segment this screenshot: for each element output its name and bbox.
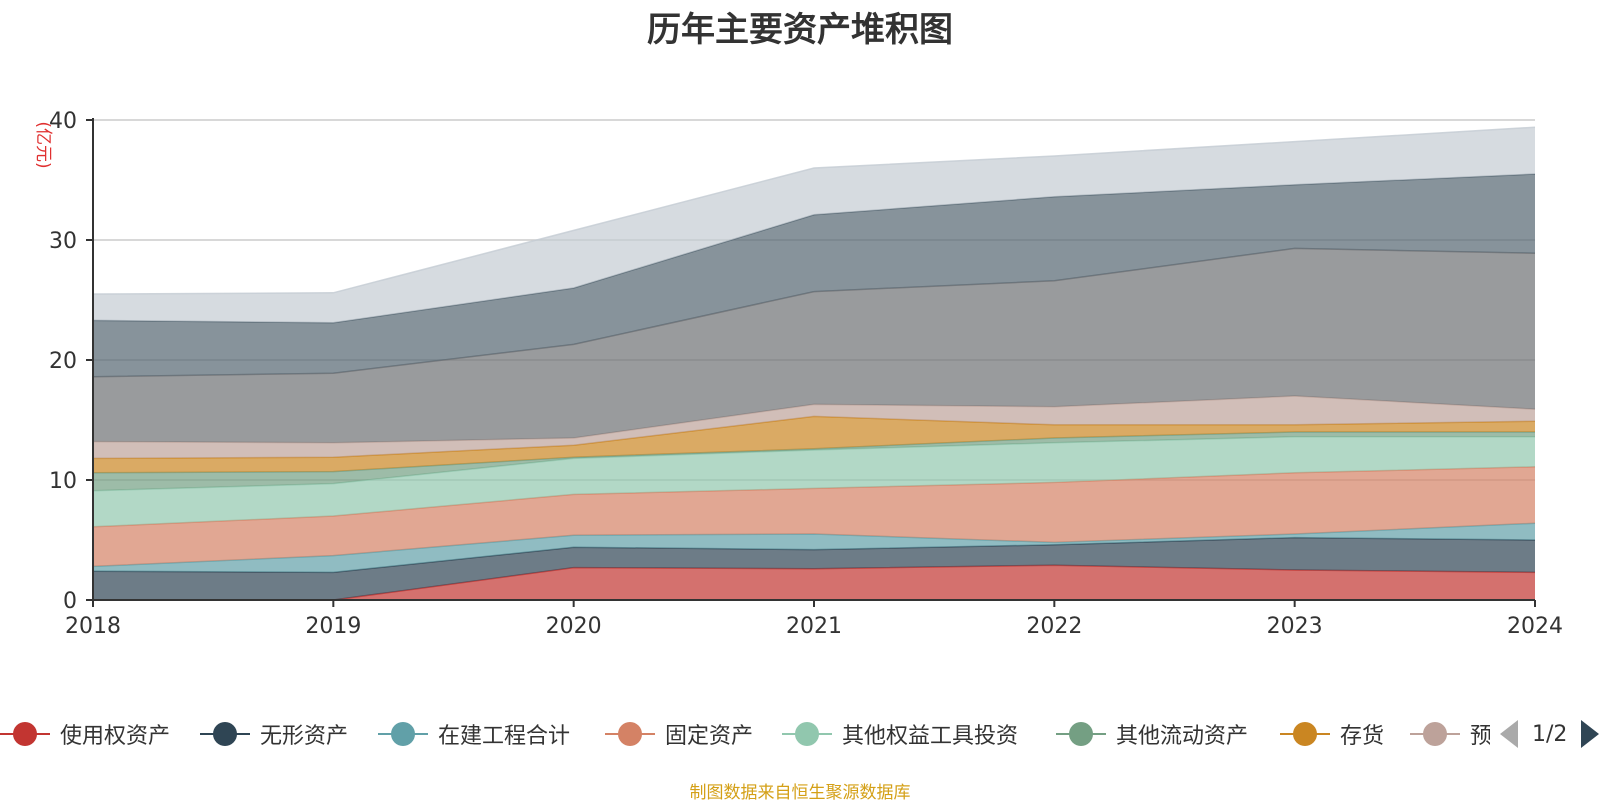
area-series-7: [93, 396, 1535, 459]
legend-item[interactable]: 无形资产: [200, 714, 348, 754]
x-tick-label-1: 2019: [305, 614, 361, 639]
y-tick-label-3: 30: [49, 229, 77, 254]
legend-item[interactable]: 使用权资产: [0, 714, 170, 754]
legend-marker-icon: [1056, 714, 1106, 754]
x-tick-label-4: 2022: [1026, 614, 1082, 639]
pager-page-indicator: 1/2: [1532, 721, 1568, 747]
legend-label: 存货: [1340, 724, 1385, 749]
area-series-10: [93, 127, 1535, 323]
area-series-8: [93, 248, 1535, 443]
chart-title: 历年主要资产堆积图: [647, 10, 953, 50]
legend-item[interactable]: 其他流动资产: [1056, 714, 1248, 754]
legend-label: 其他权益工具投资: [842, 724, 1019, 749]
area-series-1: [93, 537, 1535, 600]
legend-pager: 1/2: [1500, 714, 1600, 754]
legend-label: 预: [1470, 724, 1490, 749]
x-tick-label-2: 2020: [546, 614, 602, 639]
legend-marker-icon: [605, 714, 655, 754]
legend-label: 固定资产: [665, 724, 754, 749]
legend-marker-icon: [1410, 714, 1460, 754]
legend-item[interactable]: 存货: [1280, 714, 1384, 754]
y-axis-unit-label: (亿元): [33, 121, 53, 168]
area-series-3: [93, 466, 1535, 567]
x-tick-label-0: 2018: [65, 614, 121, 639]
area-series-9: [93, 174, 1535, 377]
area-series-2: [93, 523, 1535, 573]
y-tick-label-4: 40: [49, 109, 77, 134]
legend-label: 在建工程合计: [438, 724, 571, 749]
area-series-6: [93, 416, 1535, 473]
area-series-0: [93, 565, 1535, 600]
legend-marker-icon: [378, 714, 428, 754]
x-tick-label-3: 2021: [786, 614, 842, 639]
line-series-10: [92, 126, 1536, 295]
source-note: 制图数据来自恒生聚源数据库: [689, 783, 911, 803]
y-tick-label-2: 20: [49, 349, 77, 374]
y-tick-label-0: 0: [63, 589, 77, 614]
pager-next-arrow-icon[interactable]: [1581, 720, 1600, 748]
y-tick-label-1: 10: [49, 469, 77, 494]
area-series-5: [93, 432, 1535, 491]
legend-item[interactable]: 在建工程合计: [378, 714, 570, 754]
legend-label: 使用权资产: [60, 724, 171, 749]
legend: 使用权资产 无形资产 在建工程合计 固定资产 其他权益工具投资 其他流动资产 存货 预: [0, 714, 1490, 754]
pager-prev-arrow-icon[interactable]: [1500, 720, 1518, 748]
legend-marker-icon: [1280, 714, 1330, 754]
legend-marker-icon: [782, 714, 832, 754]
legend-marker-icon: [200, 714, 250, 754]
x-tick-label-6: 2024: [1507, 614, 1563, 639]
legend-marker-icon: [0, 714, 50, 754]
legend-label: 无形资产: [260, 724, 349, 749]
legend-item[interactable]: 其他权益工具投资: [782, 714, 1018, 754]
chart-plot: 0 10 20 30 40 2018 2019 2020 2021 2022 2023 2024 (亿元…: [33, 109, 1563, 639]
legend-item[interactable]: 预: [1410, 714, 1490, 754]
legend-label: 其他流动资产: [1116, 724, 1249, 749]
area-series-4: [93, 436, 1535, 527]
legend-item[interactable]: 固定资产: [605, 714, 753, 754]
x-tick-label-5: 2023: [1267, 614, 1323, 639]
